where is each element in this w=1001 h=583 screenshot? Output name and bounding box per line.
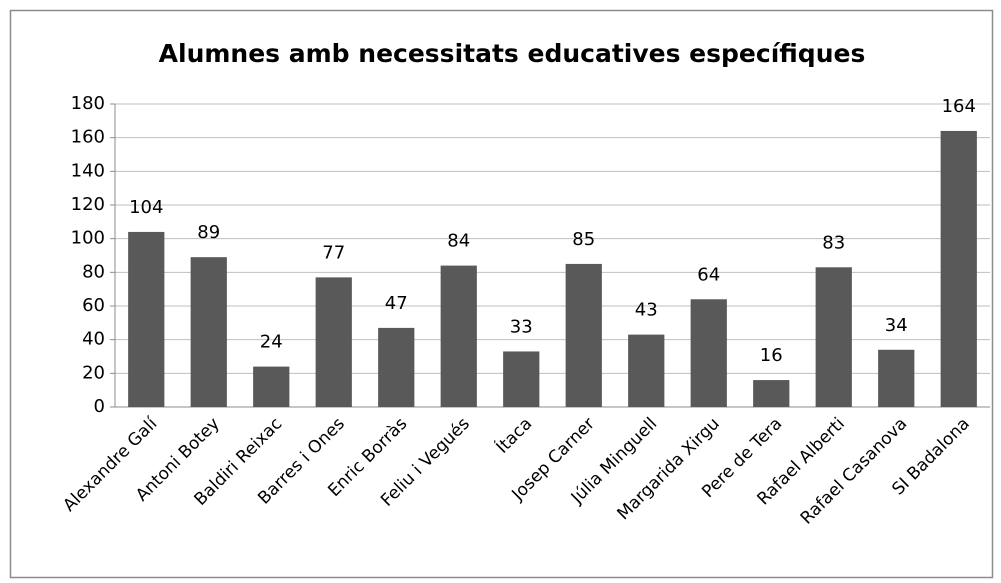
data-label: 47 (385, 293, 408, 314)
bar (440, 265, 477, 407)
y-tick-label: 40 (82, 329, 105, 350)
data-label: 64 (697, 264, 720, 285)
data-label: 34 (885, 315, 908, 336)
bar (815, 267, 852, 407)
y-tick-label: 60 (82, 295, 105, 316)
data-label: 33 (510, 316, 533, 337)
y-tick-label: 160 (71, 127, 105, 148)
bar (503, 351, 540, 407)
data-label: 84 (447, 231, 470, 252)
y-tick-label: 0 (94, 396, 105, 417)
y-tick-label: 120 (71, 194, 105, 215)
bar (190, 257, 227, 407)
data-label: 83 (822, 232, 845, 253)
data-label: 16 (760, 345, 783, 366)
data-label: 104 (129, 197, 163, 218)
bar (378, 327, 415, 407)
bar (690, 299, 727, 407)
y-tick-label: 140 (71, 160, 105, 181)
y-tick-label: 80 (82, 261, 105, 282)
y-tick-label: 100 (71, 228, 105, 249)
bar (315, 277, 352, 407)
bar (628, 334, 665, 407)
data-label: 77 (322, 242, 345, 263)
bar (878, 349, 915, 407)
data-label: 89 (197, 222, 220, 243)
bar (753, 380, 790, 407)
chart-title: Alumnes amb necessitats educatives espec… (159, 39, 866, 68)
data-label: 24 (260, 332, 283, 353)
data-label: 164 (942, 96, 976, 117)
bar (565, 263, 602, 407)
y-tick-label: 180 (71, 93, 105, 114)
y-tick-label: 20 (82, 362, 105, 383)
bar (253, 366, 290, 407)
bar (940, 130, 977, 407)
data-label: 43 (635, 300, 658, 321)
bar (128, 231, 165, 407)
data-label: 85 (572, 229, 595, 250)
